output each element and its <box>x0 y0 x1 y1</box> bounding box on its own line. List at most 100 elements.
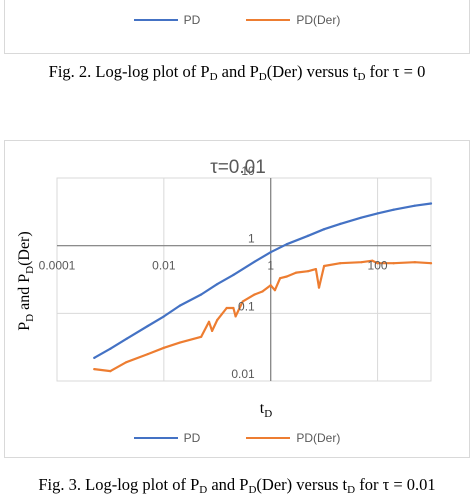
x-tick-label: 0.01 <box>152 259 176 273</box>
figure2-legend-item-pdder: PD(Der) <box>246 13 340 27</box>
figure3-caption-sub-3: D <box>347 484 356 496</box>
data-point-pdder <box>109 370 112 373</box>
data-point-pdder <box>392 262 395 265</box>
y-axis-title-part-3: (Der) <box>16 231 33 266</box>
data-point-pdder <box>429 262 433 265</box>
figure3-caption-text-4: for τ = 0.01 <box>355 475 436 494</box>
data-point-pdder <box>207 320 211 323</box>
data-point-pd <box>216 283 219 286</box>
figure2-caption-sub-2: D <box>258 71 267 83</box>
figure3-legend-item-pd: PD <box>133 431 201 445</box>
figure2-caption-text-1: Fig. 2. Log-log plot of P <box>48 62 210 81</box>
y-tick-label: 1 <box>248 232 255 246</box>
figure3-legend-swatch-pd <box>133 437 178 439</box>
x-tick-label: 100 <box>368 259 388 273</box>
figure2-caption-text-4: for τ = 0 <box>365 62 426 81</box>
figure2-legend-item-pd: PD <box>133 13 201 27</box>
data-point-pd <box>306 234 310 237</box>
data-point-pd <box>146 324 149 328</box>
data-point-pdder <box>371 259 374 262</box>
data-point-pd <box>253 260 256 263</box>
series-line-pdder <box>93 259 433 373</box>
figure2-caption-text-2: and P <box>217 62 259 81</box>
data-point-pdder <box>200 335 203 338</box>
data-point-pdder <box>339 262 342 265</box>
figure2-caption-text-3: (Der) versus t <box>266 62 358 81</box>
figure2-legend-label-pdder: PD(Der) <box>296 13 341 27</box>
data-point-pdder <box>146 352 149 356</box>
figure3-legend-label-pd: PD <box>183 431 201 445</box>
data-point-pdder <box>285 275 288 278</box>
data-point-pdder <box>279 277 282 280</box>
data-point-pdder <box>306 270 310 273</box>
y-axis-title-sub-1: D <box>24 314 36 322</box>
figure3-chart-frame: 0.0001 0.01 1 100 0.01 0.1 1 10 τ=0.01 tD PD and P… <box>4 140 470 458</box>
data-point-pdder <box>93 367 96 371</box>
plot-area-border <box>56 177 432 382</box>
data-point-pd <box>93 356 96 359</box>
figure2-legend-label-pd: PD <box>183 13 201 27</box>
data-point-pdder <box>234 315 237 318</box>
data-point-pd <box>413 204 417 207</box>
data-point-pd <box>392 208 395 211</box>
data-point-pdder <box>314 268 317 271</box>
x-axis-title-main: t <box>260 400 265 417</box>
figure3-legend-swatch-pdder <box>246 437 291 439</box>
data-point-pd <box>269 251 272 254</box>
data-point-pdder <box>413 261 417 264</box>
x-tick-label: 0.0001 <box>39 259 76 273</box>
data-point-pdder <box>225 306 228 310</box>
chart-title: τ=0.01 <box>210 157 266 178</box>
data-point-pd <box>376 212 379 215</box>
figure3-caption-text-3: (Der) versus t <box>256 475 348 494</box>
y-axis-title-part-1: P <box>16 322 33 331</box>
data-point-pdder <box>162 346 165 349</box>
y-axis-title-part-2: and P <box>16 274 33 314</box>
data-point-pdder <box>261 290 264 293</box>
y-tick-label: 0.01 <box>231 367 255 381</box>
data-point-pdder <box>323 264 326 268</box>
figure3-caption-sub-2: D <box>248 484 257 496</box>
data-point-pdder <box>125 361 128 364</box>
data-point-pd <box>200 293 203 296</box>
figure3-caption-text-2: and P <box>207 475 249 494</box>
figure3-legend-item-pdder: PD(Der) <box>246 431 340 445</box>
data-point-pd <box>339 222 342 225</box>
y-axis-title-sub-2: D <box>24 266 36 274</box>
data-point-pdder <box>269 284 272 287</box>
data-point-pdder <box>241 300 244 303</box>
x-axis-title: tD <box>260 400 272 420</box>
y-tick-label: 10 <box>241 164 255 178</box>
figure2-caption-sub-1: D <box>209 71 218 83</box>
data-point-pd <box>232 273 235 276</box>
axis-layer <box>57 178 431 381</box>
data-point-pd <box>360 216 363 219</box>
data-point-pd <box>109 347 112 350</box>
data-point-pd <box>178 304 182 307</box>
data-point-pd <box>285 243 288 246</box>
data-point-pdder <box>253 293 256 296</box>
figure3-caption: Fig. 3. Log-log plot of PD and PD(Der) v… <box>0 475 474 496</box>
data-point-pdder <box>211 329 214 333</box>
data-point-pdder <box>178 341 182 344</box>
figure3-caption-sub-1: D <box>199 484 208 496</box>
data-point-pdder <box>317 286 321 289</box>
figure2-legend: PD PD(Der) <box>5 13 469 27</box>
figure2-caption: Fig. 2. Log-log plot of PD and PD(Der) v… <box>0 62 474 83</box>
figure2-caption-sub-3: D <box>357 71 366 83</box>
series-layer <box>93 202 433 373</box>
data-point-pdder <box>232 306 235 310</box>
figure2-legend-swatch-pd <box>133 19 178 21</box>
data-point-pdder <box>376 262 379 265</box>
y-tick-label: 0.1 <box>238 299 255 313</box>
figure2-chart-frame: PD PD(Der) <box>4 0 470 54</box>
data-point-pdder <box>360 261 363 264</box>
grid-layer <box>56 177 432 382</box>
data-point-pd <box>323 228 326 231</box>
series-line-pd <box>93 202 433 359</box>
x-axis-title-sub: D <box>264 408 272 420</box>
data-point-pd <box>429 202 433 205</box>
y-axis-title: PD and PD(Der) <box>16 231 36 330</box>
figure3-legend: PD PD(Der) <box>5 431 469 445</box>
